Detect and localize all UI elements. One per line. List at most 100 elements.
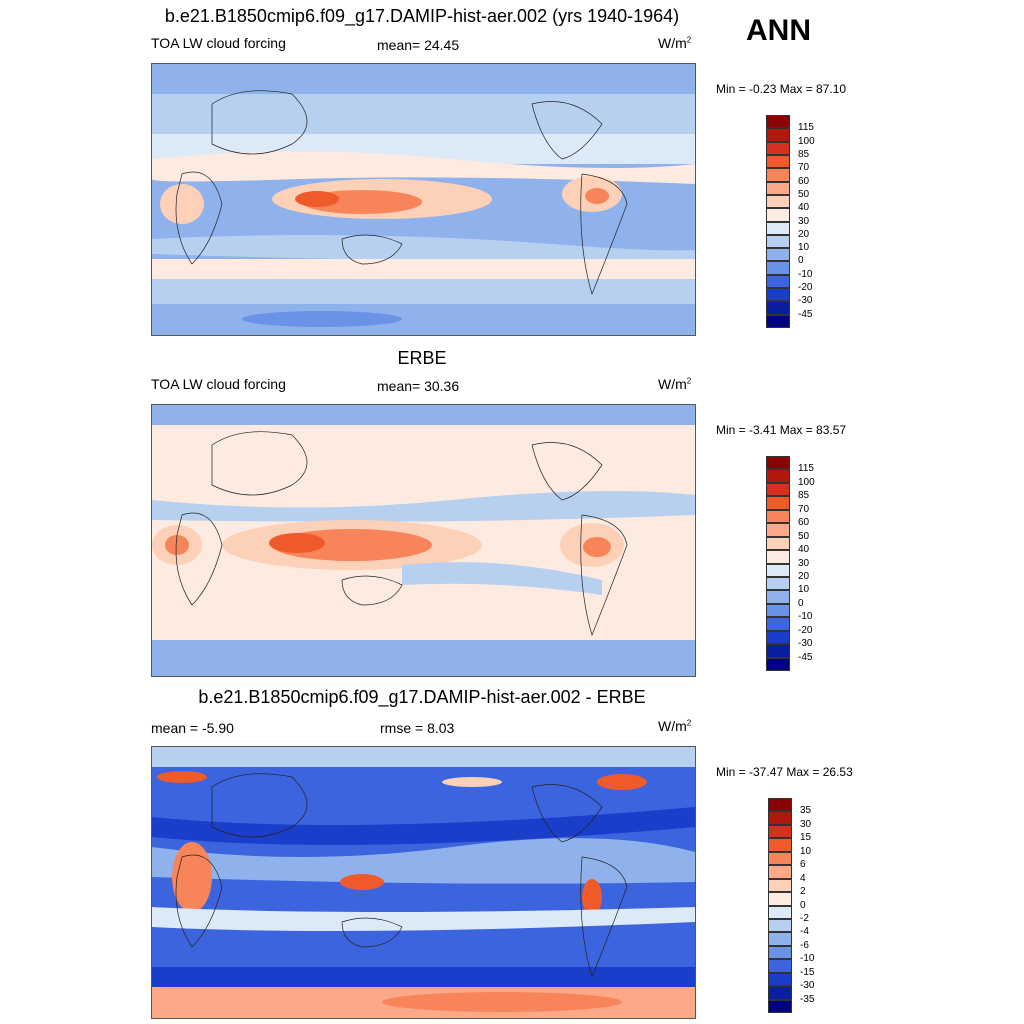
colorbar-tick-label: -45 <box>798 308 813 320</box>
season-label: ANN <box>746 14 811 47</box>
panel3-units: W/m2 <box>658 718 691 734</box>
colorbar-swatch <box>766 482 790 497</box>
colorbar-tick-label: 35 <box>800 805 812 817</box>
colorbar-tick-label: 40 <box>798 202 810 214</box>
colorbar-tick-label: 30 <box>798 215 810 227</box>
colorbar-tick-label: 0 <box>798 255 804 267</box>
panel3-map-svg <box>152 747 695 1018</box>
colorbar-tick-label: -4 <box>800 926 809 938</box>
colorbar-tick-label: 10 <box>798 242 810 254</box>
colorbar-swatch <box>766 128 790 142</box>
colorbar-swatch <box>768 892 792 906</box>
colorbar-tick-label: -6 <box>800 939 809 951</box>
panel3-map <box>151 746 696 1019</box>
colorbar-swatch <box>768 851 792 866</box>
colorbar-tick-label: 115 <box>798 463 814 475</box>
colorbar-tick-label: -10 <box>798 611 813 623</box>
colorbar-swatch <box>766 168 790 182</box>
colorbar-tick-label: 0 <box>798 597 804 609</box>
colorbar-tick-label: 40 <box>798 544 810 556</box>
colorbar-tick-label: -30 <box>798 638 813 650</box>
colorbar-tick-label: 115 <box>798 122 814 134</box>
panel3-units-text: W/m <box>658 718 687 734</box>
colorbar-swatch <box>766 469 790 483</box>
colorbar-swatch <box>768 824 792 839</box>
colorbar-tick-label: 0 <box>800 899 806 911</box>
panel3-mean-label: mean = -5.90 <box>151 720 234 736</box>
colorbar-tick-label: 10 <box>798 584 810 596</box>
colorbar-swatch <box>766 509 790 524</box>
colorbar-swatch <box>768 838 792 852</box>
colorbar-swatch <box>766 154 790 169</box>
colorbar-swatch <box>766 644 790 658</box>
colorbar-swatch <box>766 657 790 671</box>
colorbar-tick-label: 6 <box>800 859 806 871</box>
panel3-units-sup: 2 <box>686 718 692 728</box>
colorbar-tick-label: 85 <box>798 148 810 160</box>
colorbar-tick-label: -10 <box>798 268 813 280</box>
colorbar-tick-label: -20 <box>798 282 813 294</box>
colorbar-swatch <box>768 918 792 933</box>
colorbar-swatch <box>766 221 790 235</box>
colorbar-swatch <box>766 523 790 537</box>
panel1-units-text: W/m <box>658 35 687 51</box>
colorbar-tick-label: 20 <box>798 570 810 582</box>
colorbar-swatch <box>768 999 792 1013</box>
colorbar-tick-label: -30 <box>800 980 815 992</box>
colorbar-tick-label: 70 <box>798 162 810 174</box>
colorbar-tick-label: -10 <box>800 953 815 965</box>
colorbar-tick-label: -35 <box>800 993 815 1005</box>
colorbar-swatch <box>766 603 790 618</box>
colorbar-tick-label: -45 <box>798 651 813 663</box>
colorbar-tick-label: 70 <box>798 503 810 515</box>
panel3-minmax: Min = -37.47 Max = 26.53 <box>716 765 853 779</box>
colorbar-swatch <box>766 301 790 315</box>
panel2-minmax: Min = -3.41 Max = 83.57 <box>716 423 847 437</box>
colorbar-swatch <box>768 811 792 825</box>
colorbar-swatch <box>766 181 790 195</box>
colorbar-swatch <box>768 972 792 987</box>
colorbar-swatch <box>768 878 792 893</box>
colorbar-swatch <box>766 234 790 249</box>
colorbar-tick-label: 30 <box>798 557 810 569</box>
panel2-units-text: W/m <box>658 376 687 392</box>
colorbar-tick-label: 20 <box>798 228 810 240</box>
colorbar-swatch <box>768 865 792 879</box>
colorbar-swatch <box>768 798 792 812</box>
colorbar-swatch <box>766 456 790 470</box>
panel1-map-svg <box>152 64 695 335</box>
colorbar-swatch <box>766 208 790 222</box>
colorbar-swatch <box>766 536 790 551</box>
panel1-left-label: TOA LW cloud forcing <box>151 35 286 51</box>
colorbar-swatch <box>768 986 792 1000</box>
panel2-colorbar: 115 100 85 70 60 50 40 30 20 10 0 -10 -20 -30 -45 <box>766 456 815 671</box>
colorbar-swatch <box>766 617 790 631</box>
colorbar-swatch <box>766 115 790 129</box>
colorbar-tick-label: 50 <box>798 188 810 200</box>
colorbar-swatch <box>766 261 790 275</box>
colorbar-tick-label: 4 <box>800 872 806 884</box>
colorbar-tick-label: 2 <box>800 886 806 898</box>
panel1-minmax: Min = -0.23 Max = 87.10 <box>716 82 847 96</box>
colorbar-tick-label: 50 <box>798 530 810 542</box>
colorbar-swatch <box>766 274 790 289</box>
colorbar-swatch <box>768 932 792 946</box>
colorbar-swatch <box>766 630 790 645</box>
colorbar-tick-label: 100 <box>798 476 815 488</box>
colorbar-swatch <box>766 496 790 510</box>
panel1-map <box>151 63 696 336</box>
colorbar-swatch <box>768 905 792 919</box>
colorbar-swatch <box>766 248 790 262</box>
panel1-title: b.e21.B1850cmip6.f09_g17.DAMIP-hist-aer.… <box>164 6 680 26</box>
panel3-rmse-label: rmse = 8.03 <box>380 720 455 736</box>
panel2-map <box>151 404 696 677</box>
panel1-mean-label: mean= 24.45 <box>377 37 460 53</box>
colorbar-swatch <box>766 194 790 209</box>
panel2-units-sup: 2 <box>686 376 692 386</box>
colorbar-tick-label: -20 <box>798 624 813 636</box>
colorbar-swatch <box>766 141 790 155</box>
colorbar-swatch <box>766 576 790 591</box>
colorbar-swatch <box>766 314 790 328</box>
panel2-map-svg <box>152 405 695 676</box>
colorbar-tick-label: -2 <box>800 912 809 924</box>
